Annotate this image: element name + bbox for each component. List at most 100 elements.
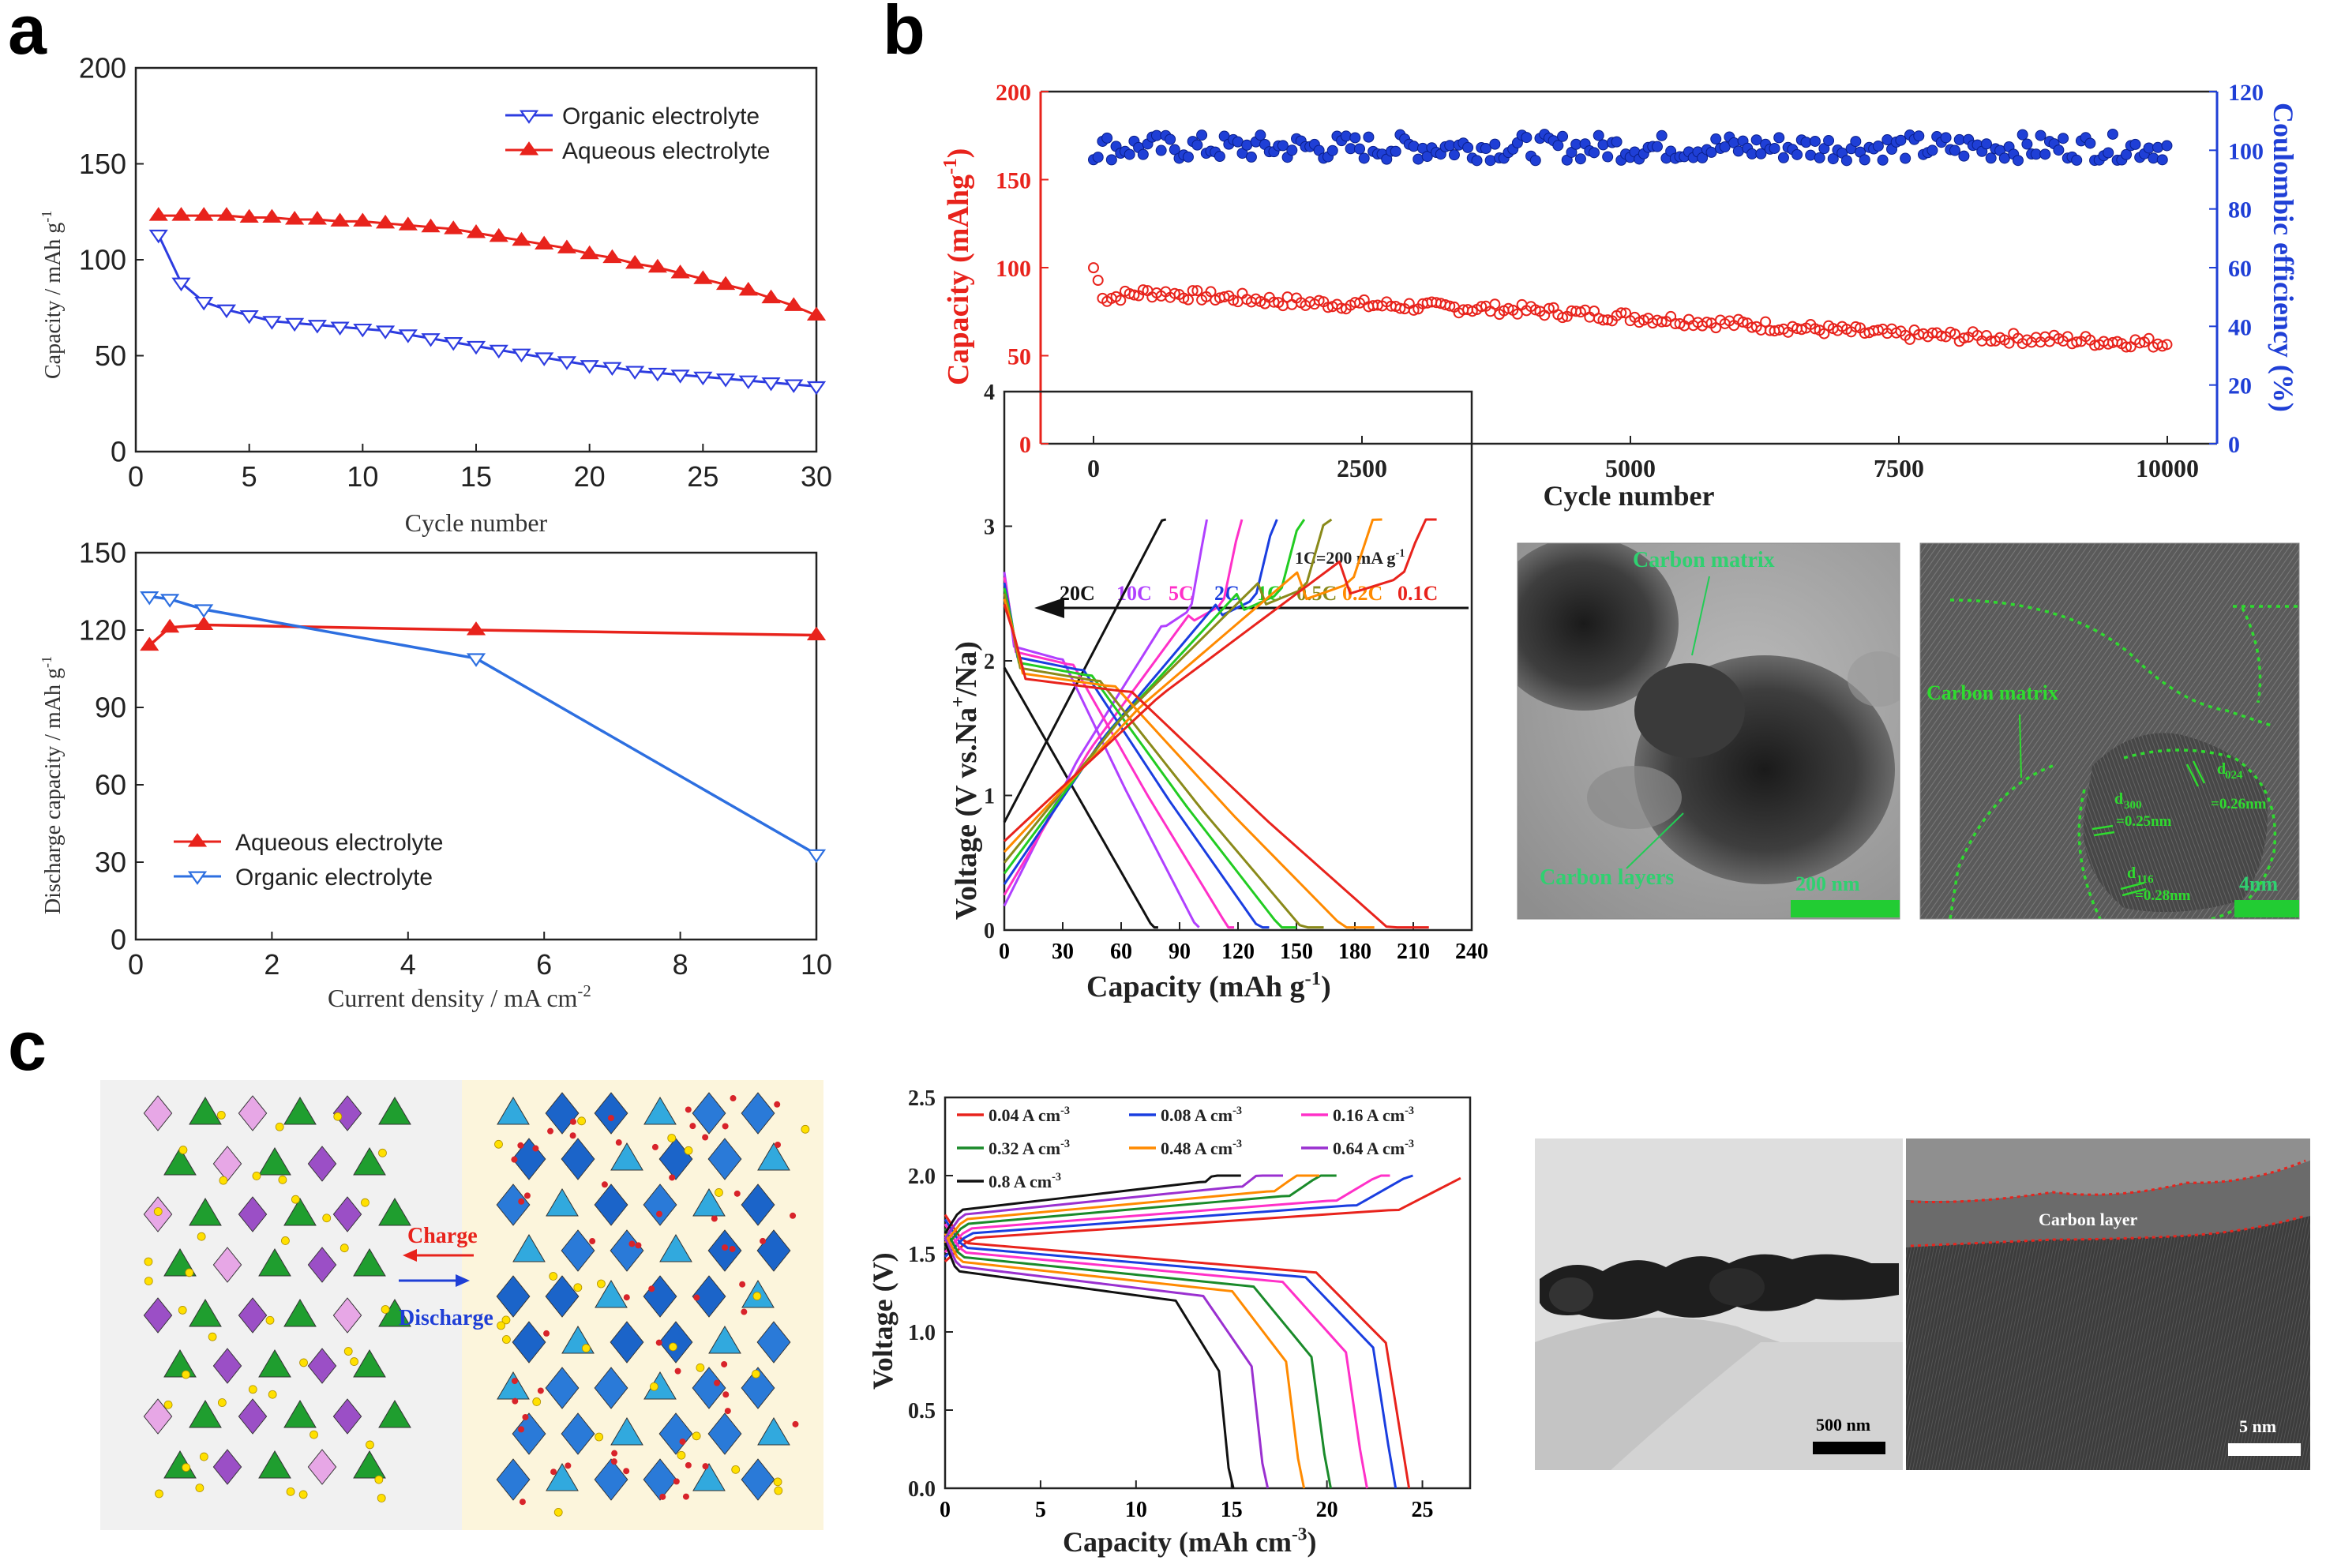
efficiency-point: [1611, 136, 1623, 148]
efficiency-point: [1182, 151, 1194, 163]
x-tick-label: 5: [242, 460, 257, 493]
capacity-point: [1795, 324, 1807, 336]
capacity-point: [1313, 294, 1325, 306]
efficiency-point: [1814, 152, 1825, 163]
discharge-curve: [1003, 603, 1429, 929]
polyhedron: [143, 1398, 173, 1435]
rate-label: 10C: [1116, 582, 1152, 605]
y-tick-label: 150: [79, 537, 126, 569]
efficiency-point: [1900, 152, 1911, 164]
polyhedron: [757, 1142, 790, 1171]
data-point: [375, 214, 396, 229]
y-axis-label: Voltage (V): [867, 1252, 899, 1390]
efficiency-point: [1985, 152, 1997, 164]
oxygen-dot: [655, 1339, 662, 1346]
data-point: [602, 362, 622, 377]
ion-dot: [650, 1382, 658, 1391]
data-point: [239, 208, 259, 223]
polyhedron: [238, 1196, 268, 1232]
x-tick-label: 20: [1316, 1498, 1338, 1522]
crystal-schematic: Charge Discharge: [100, 1080, 823, 1530]
polyhedron: [283, 1097, 317, 1125]
efficiency-point: [1872, 140, 1884, 152]
oxygen-dot: [693, 1294, 700, 1301]
polyhedron: [307, 1247, 337, 1283]
ion-dot: [185, 1268, 194, 1277]
efficiency-point: [1462, 141, 1474, 153]
y-axis-label: Discharge capacity / mAh g-1: [39, 656, 66, 914]
capacity-point: [1602, 314, 1614, 326]
data-point: [262, 316, 282, 330]
rate-label: 0.1C: [1397, 582, 1438, 605]
legend-label: 0.04 A cm-3: [989, 1105, 1070, 1125]
b2-d300-val: =0.25nm: [2116, 813, 2172, 830]
capacity-point: [1191, 285, 1203, 297]
data-point: [693, 270, 713, 284]
capacity-point: [1701, 317, 1713, 328]
polyhedron: [307, 1146, 337, 1182]
oxygen-dot: [628, 1240, 636, 1247]
rate-label: 5C: [1169, 582, 1194, 605]
charge-curve: [944, 1174, 1390, 1254]
oxygen-dot: [550, 1469, 557, 1476]
oxygen-dot: [519, 1499, 526, 1506]
charge-curve: [944, 1174, 1319, 1244]
efficiency-point: [1165, 133, 1176, 145]
y-tick-label: 1.0: [908, 1321, 936, 1345]
efficiency-point: [1597, 139, 1609, 151]
polyhedron: [643, 1458, 677, 1501]
capacity-point: [2143, 332, 2155, 344]
y-tick-label: 150: [79, 148, 126, 180]
discharge-label: Discharge: [399, 1306, 493, 1330]
polyhedron: [741, 1458, 775, 1501]
x-axis-label: Current density / mA cm-2: [328, 982, 591, 1012]
ion-dot: [774, 1486, 783, 1495]
data-point: [466, 224, 486, 238]
efficiency-point: [1471, 155, 1483, 167]
polyhedron: [692, 1188, 726, 1217]
polyhedron: [307, 1348, 337, 1384]
data-point: [535, 235, 554, 250]
data-point: [784, 379, 804, 393]
oxygen-dot: [523, 1192, 531, 1199]
ion-dot: [573, 1283, 583, 1292]
data-point: [194, 604, 214, 618]
ion-dot: [248, 1385, 257, 1394]
data-point: [761, 377, 781, 392]
oxygen-dot: [714, 1379, 721, 1386]
efficiency-point: [1859, 154, 1870, 166]
legend-label: 0.48 A cm-3: [1161, 1138, 1242, 1158]
polyhedron: [189, 1198, 222, 1226]
oxygen-dot: [651, 1143, 658, 1150]
capacity-point: [1408, 304, 1420, 316]
polyhedron: [707, 1138, 742, 1180]
rate-arrowhead: [1034, 598, 1064, 618]
x-tick-label: 0: [128, 460, 144, 493]
ion-dot: [178, 1306, 187, 1315]
ion-dot: [195, 1484, 204, 1492]
capacity-point: [2071, 336, 2083, 348]
ion-dot: [153, 1207, 163, 1216]
data-point: [444, 220, 463, 234]
efficiency-point: [1326, 144, 1338, 156]
oxygen-dot: [790, 1212, 797, 1219]
capacity-point: [1557, 312, 1569, 324]
series-line: [148, 623, 817, 647]
polyhedron: [512, 1412, 546, 1455]
efficiency-point: [1589, 147, 1600, 159]
y-axis-label: Voltage (V vs.Na+/Na): [947, 641, 983, 920]
efficiency-point: [2152, 141, 2164, 153]
polyhedron: [512, 1234, 546, 1262]
y-axis-label: Capacity / mAh g-1: [39, 211, 66, 379]
legend-label: Organic electrolyte: [235, 865, 433, 891]
data-point: [806, 306, 827, 321]
polyhedron: [332, 1398, 362, 1435]
polyhedron: [283, 1299, 317, 1327]
efficiency-point: [2148, 152, 2159, 164]
polyhedron: [692, 1275, 726, 1318]
oxygen-dot: [722, 1123, 729, 1130]
polyhedron: [658, 1412, 693, 1455]
efficiency-point: [1448, 149, 1460, 161]
oxygen-dot: [685, 1106, 692, 1113]
capacity-point: [1476, 301, 1488, 313]
